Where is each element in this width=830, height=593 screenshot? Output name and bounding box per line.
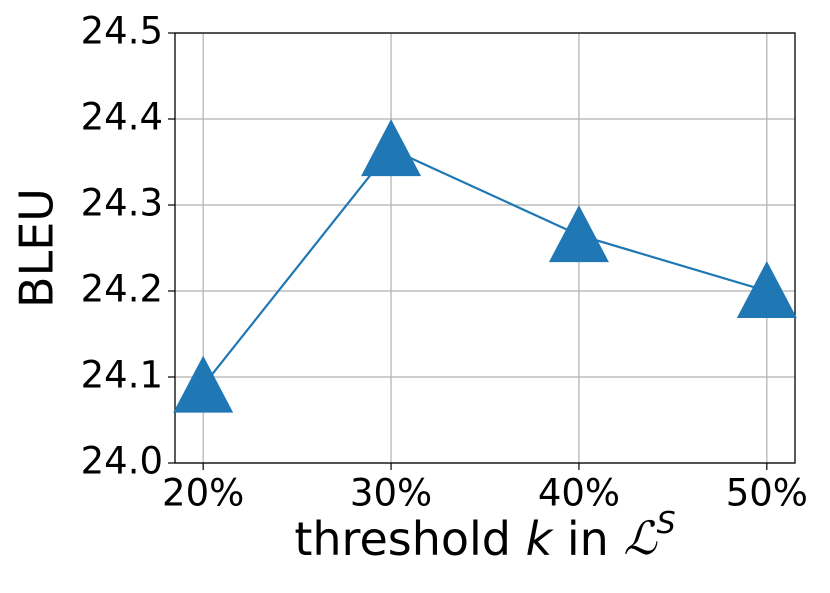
x-label-superscript: S [657,506,676,541]
x-label-symbol: ℒ [623,511,657,565]
x-axis-label: threshold k in ℒS [294,506,675,566]
y-tick-label: 24.4 [81,96,163,139]
data-line [202,147,768,387]
y-tick-label: 24.1 [81,354,163,397]
data-point [173,355,234,413]
x-tick-label: 50% [726,472,808,515]
y-tick-label: 24.5 [81,10,163,53]
data-point [361,119,422,177]
plot-frame [174,32,796,464]
x-label-var: k [526,512,555,566]
y-axis-label: BLEU [10,188,64,308]
x-tick-label: 20% [162,472,244,515]
x-tick-label: 40% [538,472,620,515]
x-label-text: in [552,512,623,566]
x-label-text: threshold [294,512,525,566]
y-tick-label: 24.2 [81,268,163,311]
y-tick-label: 24.3 [81,182,163,225]
data-point [548,205,609,263]
y-tick-label: 24.0 [81,440,163,483]
x-tick-label: 30% [350,472,432,515]
data-point [736,261,797,318]
